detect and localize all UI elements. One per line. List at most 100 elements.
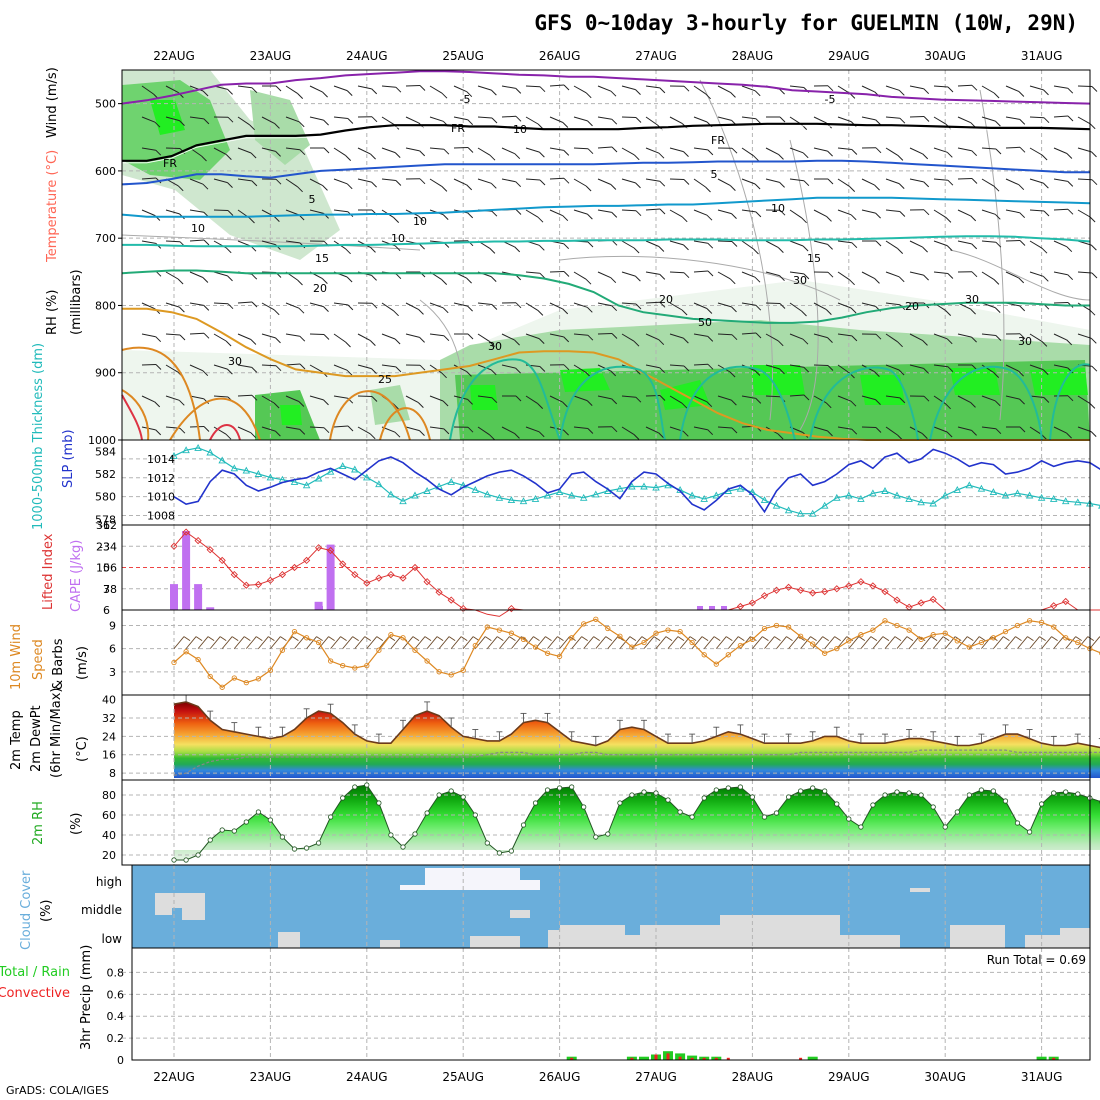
lifted-index-line [173, 531, 1100, 617]
cloud-mid [155, 893, 205, 920]
wind-barb-flag [562, 401, 568, 408]
wind-barb-flag [635, 303, 642, 310]
contour-label: 20 [313, 282, 327, 295]
wind-speed-point [231, 675, 237, 681]
wind-barb-flag [1041, 434, 1048, 440]
wind-barb [1053, 333, 1067, 341]
thickness-point [471, 485, 480, 493]
temp-contour-20-lower [809, 366, 919, 441]
wind-barb-flag [1019, 146, 1026, 153]
wind-barb-flag [491, 397, 498, 404]
wind-barb [213, 302, 229, 305]
rh-point [556, 785, 563, 791]
wind-barb-flag [875, 212, 881, 219]
wind-speed-point [713, 661, 719, 667]
wind-barb [669, 271, 685, 274]
thickness-point [555, 488, 564, 496]
wind-barb-flag [419, 337, 425, 343]
wind-barb-flag [322, 185, 328, 191]
temp-contour-20-lower [559, 365, 666, 441]
wind-barb-flag [178, 399, 185, 406]
wind-barb-flag [251, 301, 258, 308]
wind-barb [621, 302, 637, 305]
wind-speed-point [279, 647, 286, 653]
wind-barb-flag [923, 274, 929, 281]
wind-barb-flag [850, 214, 857, 221]
temp-ytick: 8 [109, 767, 116, 780]
wind-barb-flag [1018, 91, 1025, 97]
rh-point [1027, 829, 1033, 835]
wind-barb-flag [923, 181, 930, 188]
temp-ytick: 40 [102, 694, 116, 707]
rh-point [544, 787, 551, 793]
thickness-point [567, 491, 576, 499]
surface-wind-barb-flag [774, 636, 781, 641]
wind-speed-point [581, 621, 587, 627]
surface-wind-barb-flag [942, 636, 950, 641]
wind-barb [909, 178, 924, 183]
contour-label: 30 [965, 293, 979, 306]
wind-barb [1029, 178, 1044, 184]
wind-barb-flag [659, 301, 666, 308]
precip-ylabel-1: Total / Rain [0, 965, 70, 980]
lifted-index-point [314, 544, 323, 552]
surface-wind-barb [318, 636, 329, 649]
lifted-index-point [242, 581, 250, 589]
wind-ylabel-1: 10m Wind [9, 624, 24, 690]
wind-barb-flag [489, 434, 495, 441]
surface-wind-barb [185, 636, 197, 649]
wind-barb-flag [658, 432, 665, 439]
rh-point [725, 785, 731, 791]
wind-barb [741, 85, 756, 92]
wind-barb [285, 302, 300, 309]
wind-barb-flag [779, 116, 786, 123]
wind-barb [813, 116, 827, 124]
wind-barb [573, 364, 587, 373]
rh-contour [121, 234, 421, 251]
wind-barb-flag [1091, 272, 1098, 279]
wind-barb [693, 363, 709, 366]
wind-barb-flag [371, 88, 378, 95]
wind-barb [981, 178, 995, 187]
wind-barb-flag [1042, 275, 1049, 282]
wind-barb-flag [489, 341, 496, 347]
surface-wind-barb [981, 636, 992, 649]
rh-point [195, 852, 201, 858]
wind-barb [261, 395, 275, 404]
wind-barb [789, 240, 804, 247]
wind-barb-flag [466, 91, 473, 98]
thickness-point [1037, 493, 1046, 501]
wind-barb [333, 209, 348, 213]
wind-barb-flag [587, 241, 594, 248]
wind-barb [837, 116, 852, 123]
wind-barb [141, 116, 156, 123]
wind-barb [597, 209, 612, 213]
wind-barb-flag [947, 366, 954, 373]
cloud-ylabel: Cloud Cover [19, 870, 34, 950]
wind-barb [213, 178, 228, 184]
cape-bar [314, 601, 323, 610]
wind-barb-flag [922, 340, 928, 346]
wind-barb [525, 333, 540, 340]
lifted-index-point [182, 528, 190, 536]
rh-point [183, 857, 189, 863]
rh-point [364, 782, 370, 788]
wind-barb-flag [538, 338, 545, 344]
surface-wind-barb [643, 636, 655, 649]
wind-barb [261, 426, 276, 432]
wind-speed-point [906, 627, 912, 633]
wind-barb-flag [1066, 246, 1073, 253]
wind-barb [621, 85, 636, 91]
wind-barb-flag [634, 368, 641, 375]
wind-barb [693, 395, 708, 403]
lifted-index-point [821, 587, 829, 596]
surface-wind-barb-flag [1075, 636, 1082, 641]
wind-barb-flag [971, 84, 978, 91]
surface-wind-barb-flag [653, 636, 661, 641]
wind-barb-flag [346, 369, 353, 376]
wind-barb [837, 147, 852, 150]
wind-barb [525, 147, 540, 153]
surface-wind-barb-flag [436, 636, 444, 641]
rh-point [171, 857, 177, 863]
cloud-low [380, 940, 400, 948]
